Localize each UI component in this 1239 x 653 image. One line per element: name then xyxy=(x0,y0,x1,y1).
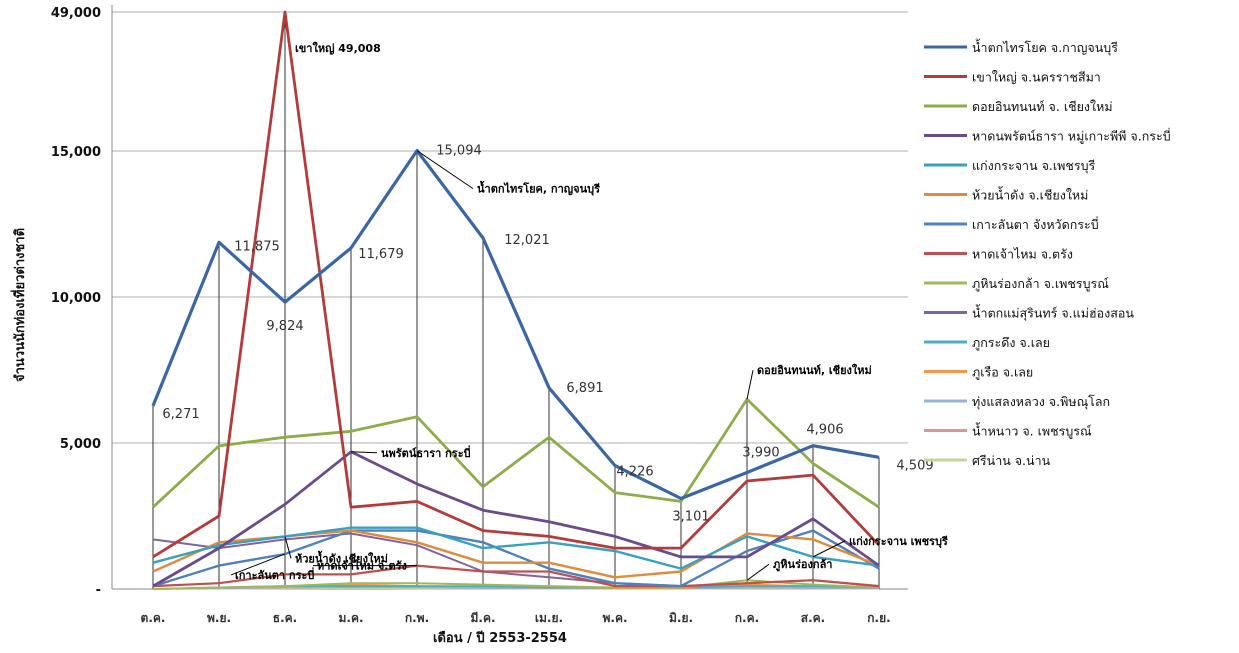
annotation-label: แก่งกระจาน เพชรบุรี xyxy=(849,535,948,549)
annotation-label: เขาใหญ่ 49,008 xyxy=(295,41,381,55)
drop-lines xyxy=(152,11,880,589)
y-tick-label: 15,000 xyxy=(51,145,101,160)
x-tick-label: มิ.ย. xyxy=(669,611,693,625)
legend-label: หาดเจ้าไหม จ.ตรัง xyxy=(972,247,1073,262)
legend-label: ภูกระดึง จ.เลย xyxy=(972,335,1050,351)
data-labels: 6,271 11,875 9,824 11,679 15,094 12,021 6,891 4… xyxy=(162,144,933,525)
annotation-leader xyxy=(746,370,754,400)
y-axis-ticks: - 5,000 10,000 15,000 49,000 xyxy=(51,6,101,598)
y-axis-label: จำนวนนักท่องเที่ยวต่างชาติ xyxy=(10,228,28,382)
legend-label: ศรีน่าน จ.น่าน xyxy=(972,453,1051,468)
x-tick-label: ส.ค. xyxy=(801,611,825,625)
legend-label: ห้วยน้ำดัง จ.เชียงใหม่ xyxy=(972,186,1088,203)
series-line xyxy=(152,397,880,509)
series-line xyxy=(151,149,880,501)
series-lines xyxy=(151,10,881,590)
x-tick-label: ธ.ค. xyxy=(273,611,297,625)
y-tick-label: 49,000 xyxy=(51,6,101,21)
x-tick-label: ก.ย. xyxy=(867,611,890,625)
legend: น้ำตกไทรโยค จ.กาญจนบุรีเขาใหญ่ จ.นครราชส… xyxy=(924,38,1171,468)
legend-label: เขาใหญ่ จ.นครราชสีมา xyxy=(972,70,1101,85)
data-label: 9,824 xyxy=(266,319,303,334)
annotation-leader xyxy=(416,150,474,190)
x-axis-ticks: ต.ค. พ.ย. ธ.ค. ม.ค. ก.พ. มี.ค. เม.ย. พ.ค. มิ.ย. ก… xyxy=(141,611,891,625)
x-tick-label: เม.ย. xyxy=(535,611,563,625)
data-label: 15,094 xyxy=(436,144,482,159)
y-tick-label: - xyxy=(96,583,101,598)
x-tick-label: ต.ค. xyxy=(141,611,166,625)
data-label: 3,101 xyxy=(672,509,709,524)
data-label: 11,679 xyxy=(358,247,404,262)
x-tick-label: ม.ค. xyxy=(338,611,363,625)
series-line xyxy=(152,564,880,588)
annotation-label: ห้วยน้ำดัง เชียงใหม่ xyxy=(295,550,388,565)
series-line xyxy=(152,450,880,588)
data-label: 11,875 xyxy=(234,239,280,254)
series-line xyxy=(152,579,880,590)
x-tick-label: มี.ค. xyxy=(470,611,495,625)
legend-label: หาดนพรัตน์ธารา หมู่เกาะพีพี จ.กระบี่ xyxy=(972,128,1171,145)
data-label: 6,271 xyxy=(162,407,199,422)
series-line xyxy=(152,10,881,559)
legend-label: น้ำตกแม่สุรินทร์ จ.แม่ฮ่องสอน xyxy=(972,304,1134,322)
annotation-leader xyxy=(230,553,286,576)
legend-label: เกาะลันตา จังหวัดกระบี่ xyxy=(972,216,1099,232)
annotation-leader xyxy=(350,451,378,454)
annotation-label: น้ำตกไทรโยค, กาญจนบุรี xyxy=(477,181,600,197)
series-line xyxy=(152,529,880,588)
x-tick-label: พ.ย. xyxy=(207,611,231,625)
legend-label: น้ำหนาว จ. เพชรบูรณ์ xyxy=(972,422,1092,440)
annotation-label: ภูหินร่องกล้า xyxy=(773,558,833,572)
legend-label: ทุ่งแสลงหลวง จ.พิษณุโลก xyxy=(972,394,1110,410)
legend-label: น้ำตกไทรโยค จ.กาญจนบุรี xyxy=(972,38,1118,56)
annotation-label: นพรัตน์ธารา กระบี่ xyxy=(381,445,471,460)
y-tick-label: 5,000 xyxy=(60,437,101,452)
x-axis-label: เดือน / ปี 2553-2554 xyxy=(433,630,567,646)
data-label: 4,226 xyxy=(616,465,653,480)
x-tick-label: พ.ค. xyxy=(602,611,627,625)
data-label: 3,990 xyxy=(742,445,779,460)
legend-label: ดอยอินทนนท์ จ. เชียงใหม่ xyxy=(972,99,1113,114)
legend-label: ภูหินร่องกล้า จ.เพชรบูรณ์ xyxy=(972,276,1109,292)
data-label: 12,021 xyxy=(504,233,550,248)
annotation-leader xyxy=(746,563,770,581)
annotation-label: หาดเจ้าไหม จ.ตรัง xyxy=(317,559,407,573)
annotation-label: ดอยอินทนนท์, เชียงใหม่ xyxy=(757,363,872,377)
annotation-label: เกาะลันตา กระบี่ xyxy=(235,567,314,582)
legend-label: แก่งกระจาน จ.เพชรบุรี xyxy=(972,158,1096,174)
annotation-leader xyxy=(812,540,846,558)
annotation-leader xyxy=(284,536,292,559)
annotations: เขาใหญ่ 49,008 น้ำตกไทรโยค, กาญจนบุรีดอยอ… xyxy=(230,41,948,582)
y-tick-label: 10,000 xyxy=(51,291,101,306)
legend-label: ภูเรือ จ.เลย xyxy=(972,365,1033,381)
data-label: 4,906 xyxy=(806,423,843,438)
x-tick-label: ก.พ. xyxy=(405,611,429,625)
data-label: 6,891 xyxy=(566,381,603,396)
x-tick-label: ก.ค. xyxy=(735,611,759,625)
series-line xyxy=(152,526,880,570)
data-label: 4,509 xyxy=(896,458,933,473)
